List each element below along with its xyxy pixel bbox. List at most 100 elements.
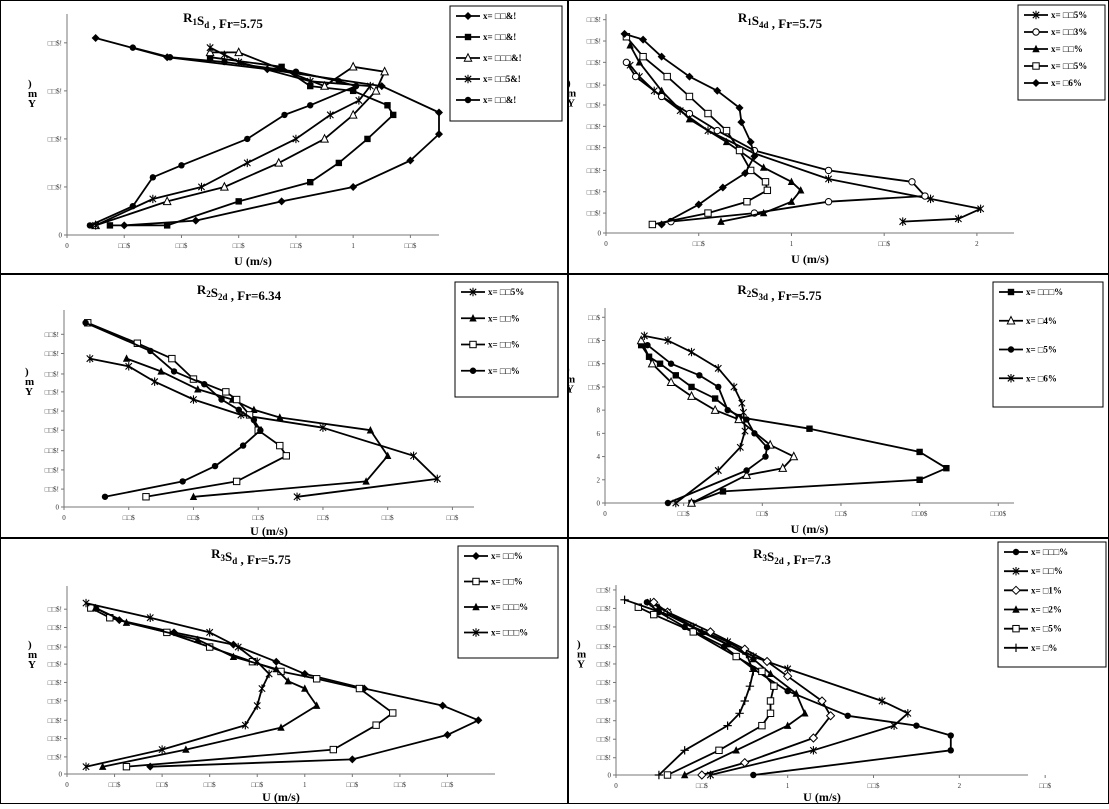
data-point: [943, 464, 950, 472]
legend-label: x= □□%: [491, 551, 523, 561]
series-2: [122, 354, 392, 500]
data-point: [797, 186, 805, 194]
y-axis-label: m: [568, 373, 575, 385]
y-axis-label: Y: [568, 97, 575, 109]
data-point: [320, 133, 330, 143]
legend-label: x= □□%: [1051, 44, 1083, 54]
data-point: [954, 214, 962, 223]
data-point: [301, 684, 309, 692]
data-point: [663, 610, 672, 619]
y-tick-label: □□$!: [48, 717, 62, 725]
data-point: [685, 115, 694, 123]
series-4: [622, 33, 772, 229]
series-3: [626, 41, 805, 225]
data-point: [808, 733, 819, 743]
data-point: [472, 602, 480, 611]
data-point: [232, 395, 241, 404]
data-point: [749, 654, 758, 663]
data-point: [469, 314, 477, 322]
data-point: [293, 492, 301, 501]
legend-box: [454, 281, 559, 398]
y-tick-label: □□$!: [48, 39, 62, 47]
data-point: [763, 444, 771, 451]
y-tick-label: □□$!: [48, 135, 62, 143]
y-tick-label: □□$!: [45, 466, 59, 474]
x-tick-label: □□$: [1039, 782, 1051, 790]
x-tick-label: □□$: [693, 240, 705, 248]
y-tick-label: □□$!: [597, 717, 611, 725]
data-point: [750, 771, 757, 779]
data-point: [766, 709, 775, 718]
data-point: [715, 383, 722, 391]
x-axis-label: U (m/s): [250, 524, 288, 538]
legend: x= □□5% x= □□3% x= □□% x= □□5% x= □6%: [1017, 4, 1106, 101]
data-point: [272, 664, 280, 673]
data-point: [1011, 643, 1021, 653]
data-point: [300, 669, 309, 678]
y-tick-label: 0: [597, 500, 601, 508]
data-point: [1032, 62, 1040, 70]
data-point: [740, 696, 749, 706]
series-line: [126, 357, 389, 498]
series-3: [91, 603, 321, 770]
x-tick-label: □□$: [868, 782, 880, 790]
legend-label: x= □□&!: [483, 32, 516, 42]
legend-label: x= □□□&!: [483, 53, 522, 63]
y-tick-label: □□$!: [587, 38, 601, 46]
data-point: [766, 697, 775, 705]
x-tick-label: □□$: [290, 242, 302, 250]
data-point: [667, 360, 675, 367]
y-tick-label: □□$!: [597, 623, 611, 631]
y-tick-label: □□$!: [587, 210, 601, 218]
chart-svg: 0 □□$! □□$! □□$! □□$! □□$! □□$! □□$! □□$! □□$! 0 □□…: [0, 274, 568, 538]
y-tick-label: □□$!: [587, 167, 601, 175]
data-point: [86, 222, 94, 229]
data-point: [622, 58, 631, 67]
data-point: [704, 109, 712, 118]
data-point: [687, 497, 697, 507]
y-axis-label: ): [28, 78, 32, 90]
y-tick-label: □□$!: [48, 753, 62, 761]
data-point: [1032, 10, 1040, 20]
data-point: [737, 118, 746, 127]
data-point: [637, 341, 645, 349]
series-3: [644, 341, 771, 507]
data-point: [664, 336, 672, 345]
data-point: [362, 477, 370, 485]
chart-svg: 0 □□$! □□$! □□$! □□$! 0 □□$ □□$ □□$ □□$ 1 □□$ R1Sd ,…: [0, 0, 568, 274]
data-point: [680, 770, 689, 779]
data-point: [277, 197, 286, 206]
data-point: [762, 656, 772, 667]
data-point: [697, 770, 707, 780]
y-tick-label: □□$: [588, 337, 600, 345]
data-point: [741, 426, 749, 436]
data-point: [825, 711, 836, 721]
x-tick-label: □□$: [382, 514, 394, 522]
legend-label: x= □□%: [488, 340, 520, 350]
series-line: [85, 321, 262, 498]
y-tick-label: □□$!: [587, 16, 601, 24]
data-point: [307, 82, 314, 90]
x-tick-label: □□$: [394, 781, 406, 789]
series-5: [86, 44, 360, 229]
data-point: [101, 493, 109, 500]
data-point: [710, 404, 720, 414]
y-tick-label: □□$: [588, 360, 600, 368]
data-point: [355, 96, 363, 105]
chart-panel-3: 0 □□$! □□$! □□$! □□$! □□$! □□$! □□$! □□$! □□$! 0 □□…: [0, 274, 568, 538]
y-tick-label: □□$!: [48, 661, 62, 669]
data-point: [443, 730, 452, 739]
data-point: [235, 406, 242, 413]
data-point: [1007, 374, 1015, 383]
data-point: [435, 130, 443, 139]
data-point: [349, 182, 358, 191]
y-tick-label: □□$!: [48, 679, 62, 687]
series-5: [634, 603, 778, 779]
data-point: [657, 220, 666, 229]
y-tick-label: □□$!: [48, 697, 62, 705]
data-point: [751, 430, 758, 437]
y-tick-label: □□$!: [45, 427, 59, 435]
legend-label: x= □□%: [491, 577, 523, 587]
data-point: [278, 63, 285, 71]
data-point: [464, 96, 472, 104]
